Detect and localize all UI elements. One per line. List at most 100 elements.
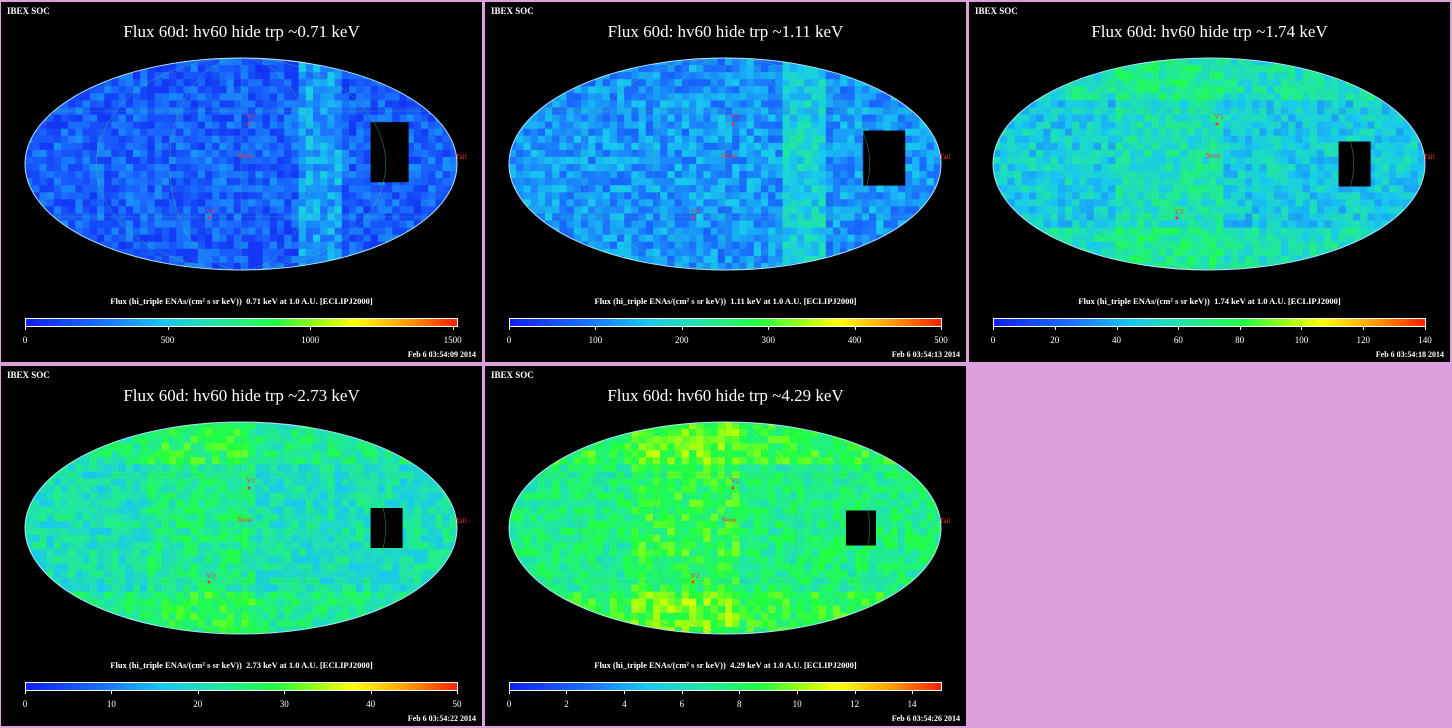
voyager2-label: V2 xyxy=(206,571,215,580)
colorbar-tick-mark xyxy=(509,690,510,694)
timestamp: Feb 6 03:54:18 2014 xyxy=(1375,350,1444,359)
colorbar-tick-mark xyxy=(25,690,26,694)
voyager1-label: V1 xyxy=(246,476,255,485)
colorbar-tick-label: 60 xyxy=(1173,335,1183,345)
timestamp: Feb 6 03:54:26 2014 xyxy=(891,714,960,723)
colorbar-tick-mark xyxy=(595,326,597,330)
org-label: IBEX SOC xyxy=(491,370,534,380)
org-label: IBEX SOC xyxy=(7,370,50,380)
colorbar-tick-label: 4 xyxy=(622,699,627,709)
colorbar-tick-label: 30 xyxy=(279,699,289,709)
colorbar-tick-label: 10 xyxy=(106,699,116,709)
colorbar-tick-mark xyxy=(197,690,199,694)
flux-map-panel-1.74kev: IBEX SOC Flux 60d: hv60 hide trp ~1.74 ke… xyxy=(969,2,1450,362)
colorbar xyxy=(509,318,942,327)
colorbar-tick-mark xyxy=(768,326,770,330)
colorbar-tick-mark xyxy=(1178,326,1180,330)
colorbar-tick-label: 1000 xyxy=(301,335,320,345)
colorbar xyxy=(25,318,458,327)
colorbar xyxy=(993,318,1426,327)
colorbar-tick-label: 6 xyxy=(679,699,685,709)
colorbar-tick-mark xyxy=(1425,326,1426,330)
colorbar-tick-label: 140 xyxy=(1418,335,1432,345)
flux-map-panel-2.73kev: IBEX SOC Flux 60d: hv60 hide trp ~2.73 ke… xyxy=(1,366,482,726)
colorbar-tick-mark xyxy=(624,690,626,694)
tail-label: Tail xyxy=(455,516,467,525)
data-gap xyxy=(1338,141,1371,187)
colorbar-tick-mark xyxy=(941,326,942,330)
colorbar-tick-mark xyxy=(452,326,454,330)
nose-label: Nose xyxy=(721,515,737,524)
colorbar-tick-mark xyxy=(310,326,312,330)
tail-label: Tail xyxy=(1423,152,1435,161)
nose-label: Nose xyxy=(721,151,737,160)
colorbar-label: Flux (hi_triple ENAs/(cm² s sr keV)) 1.7… xyxy=(1078,296,1341,306)
colorbar-tick-mark xyxy=(739,690,741,694)
colorbar-tick-mark xyxy=(457,690,458,694)
colorbar-tick-label: 8 xyxy=(737,699,742,709)
timestamp: Feb 6 03:54:13 2014 xyxy=(891,350,960,359)
colorbar-tick-label: 1500 xyxy=(443,335,462,345)
colorbar-tick-mark xyxy=(111,690,113,694)
skymap-ellipse: V1 V2 Nose Tail xyxy=(508,57,951,271)
colorbar-tick-label: 50 xyxy=(452,699,462,709)
voyager1-label: V1 xyxy=(246,112,255,121)
colorbar-label: Flux (hi_triple ENAs/(cm² s sr keV)) 0.7… xyxy=(110,296,373,306)
colorbar-tick-mark xyxy=(1239,326,1241,330)
voyager1-label: V1 xyxy=(730,476,739,485)
colorbar-tick-label: 300 xyxy=(761,335,775,345)
colorbar-tick-label: 100 xyxy=(588,335,603,345)
voyager2-label: V2 xyxy=(690,207,699,216)
voyager1-label: V1 xyxy=(730,112,739,121)
map-title: Flux 60d: hv60 hide trp ~4.29 keV xyxy=(607,386,844,405)
colorbar xyxy=(25,682,458,691)
skymap-ellipse: V1 V2 Nose Tail xyxy=(508,421,951,635)
colorbar-tick-label: 0 xyxy=(22,335,28,345)
colorbar-tick-mark xyxy=(284,690,286,694)
colorbar-tick-label: 500 xyxy=(934,335,948,345)
map-title: Flux 60d: hv60 hide trp ~2.73 keV xyxy=(123,386,360,405)
data-gap xyxy=(370,122,409,183)
org-label: IBEX SOC xyxy=(975,6,1018,16)
voyager2-label: V2 xyxy=(206,207,215,216)
colorbar-tick-label: 20 xyxy=(1050,335,1060,345)
colorbar-tick-mark xyxy=(912,690,914,694)
voyager1-label: V1 xyxy=(1214,112,1223,121)
colorbar-tick-mark xyxy=(854,690,856,694)
colorbar-tick-mark xyxy=(25,326,26,330)
skymap-ellipse: V1 V2 Nose Tail xyxy=(24,421,467,635)
colorbar-tick-mark xyxy=(681,690,683,694)
colorbar-tick-mark xyxy=(370,690,372,694)
colorbar-tick-label: 0 xyxy=(22,699,28,709)
colorbar-label: Flux (hi_triple ENAs/(cm² s sr keV)) 4.2… xyxy=(594,660,857,670)
colorbar-tick-label: 0 xyxy=(990,335,996,345)
nose-label: Nose xyxy=(237,515,253,524)
tail-label: Tail xyxy=(939,516,951,525)
tail-label: Tail xyxy=(939,152,951,161)
colorbar-tick-mark xyxy=(1301,326,1303,330)
colorbar-label: Flux (hi_triple ENAs/(cm² s sr keV)) 1.1… xyxy=(594,296,857,306)
map-title: Flux 60d: hv60 hide trp ~1.11 keV xyxy=(607,22,844,41)
colorbar-tick-label: 20 xyxy=(193,699,203,709)
colorbar-tick-label: 400 xyxy=(847,335,862,345)
data-gap xyxy=(845,510,876,546)
nose-label: Nose xyxy=(1205,151,1221,160)
colorbar-tick-label: 0 xyxy=(506,335,512,345)
colorbar-tick-label: 80 xyxy=(1235,335,1245,345)
colorbar-tick-mark xyxy=(1054,326,1056,330)
colorbar-label: Flux (hi_triple ENAs/(cm² s sr keV)) 2.7… xyxy=(110,660,373,670)
colorbar-tick-mark xyxy=(797,690,799,694)
colorbar-tick-label: 500 xyxy=(160,335,175,345)
timestamp: Feb 6 03:54:22 2014 xyxy=(407,714,476,723)
skymap-ellipse: V1 V2 Nose Tail xyxy=(24,57,467,271)
colorbar-tick-label: 10 xyxy=(792,699,802,709)
colorbar-tick-label: 2 xyxy=(564,699,569,709)
flux-map-panel-4.29kev: IBEX SOC Flux 60d: hv60 hide trp ~4.29 ke… xyxy=(485,366,966,726)
colorbar-tick-label: 40 xyxy=(366,699,376,709)
map-title: Flux 60d: hv60 hide trp ~1.74 keV xyxy=(1091,22,1328,41)
data-gap xyxy=(863,130,906,186)
colorbar-tick-label: 0 xyxy=(506,699,512,709)
colorbar-tick-mark xyxy=(566,690,568,694)
colorbar-tick-mark xyxy=(681,326,683,330)
colorbar-tick-mark xyxy=(1116,326,1118,330)
